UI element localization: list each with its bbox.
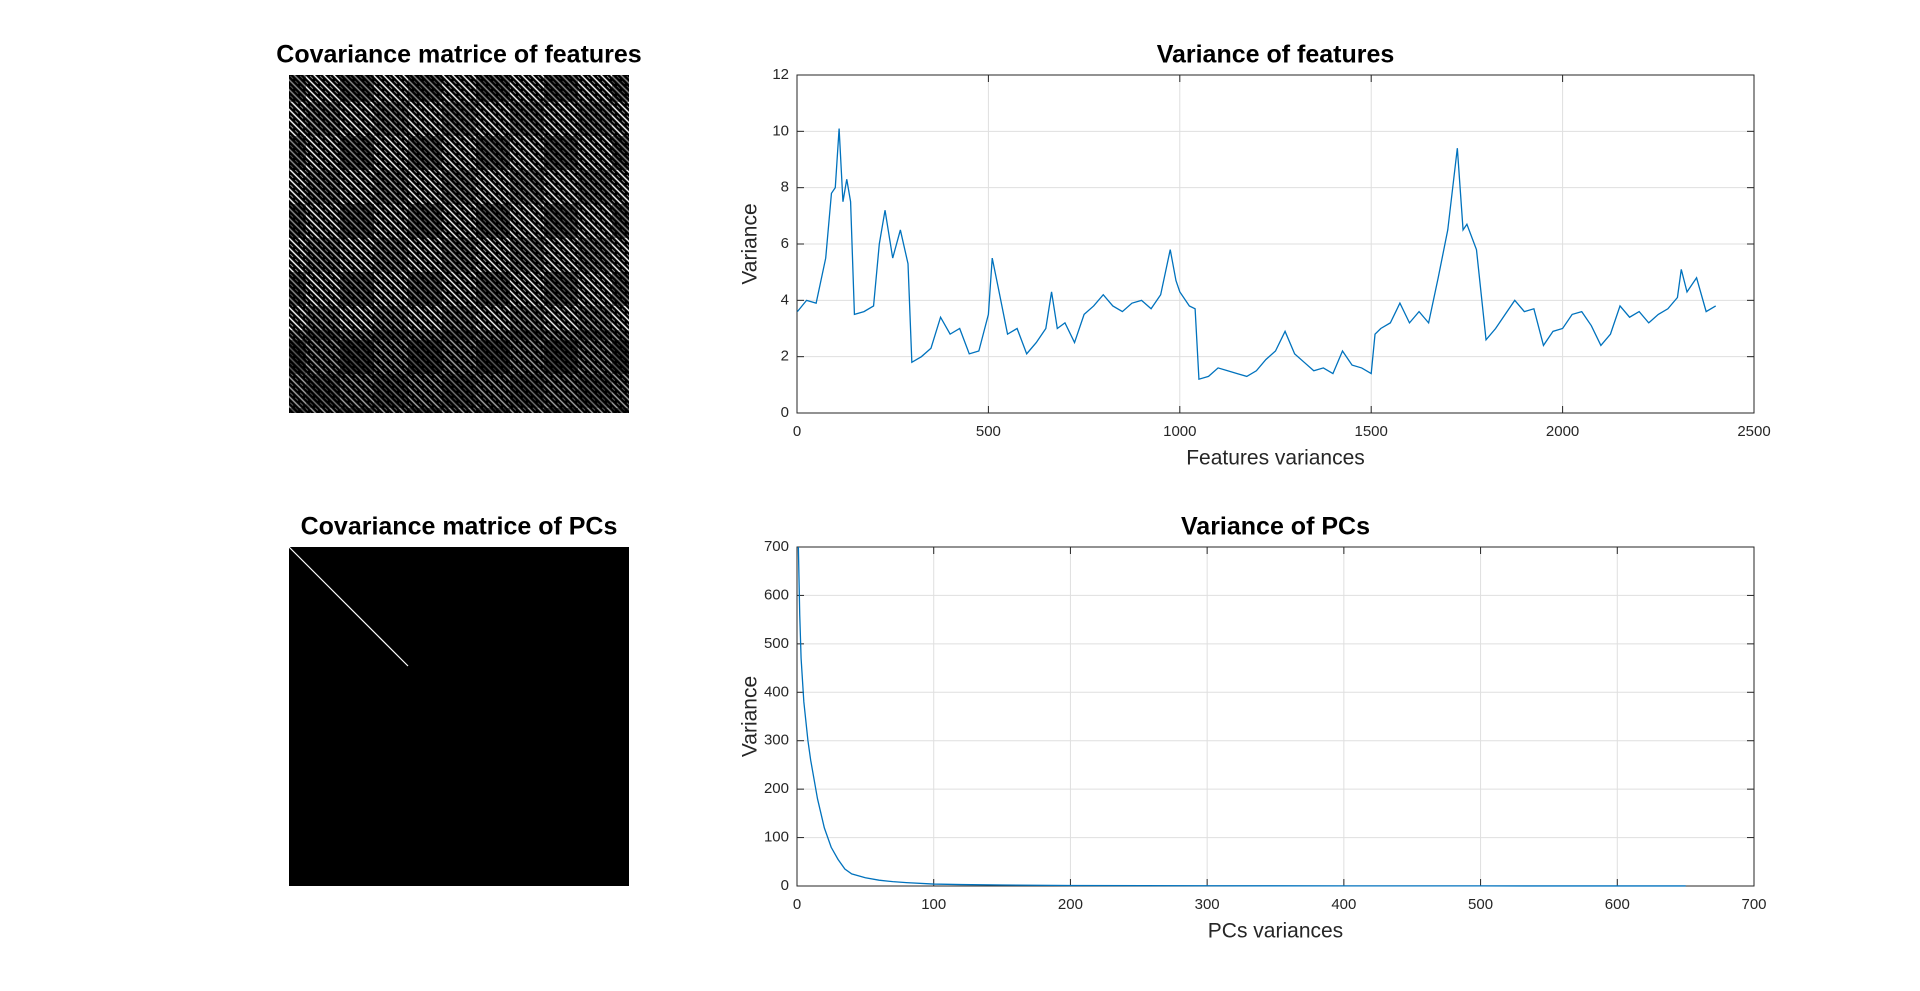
y-tick-label: 300 [764, 732, 789, 749]
chart-title: Variance of PCs [1181, 513, 1370, 541]
x-tick-label: 600 [1605, 896, 1630, 913]
y-tick-label: 4 [781, 291, 789, 308]
y-axis-label: Variance [739, 203, 762, 284]
data-line [797, 546, 1686, 887]
x-tick-label: 700 [1741, 896, 1766, 913]
x-tick-label: 0 [793, 896, 801, 913]
x-tick-label: 2500 [1737, 423, 1770, 440]
chart-title: Covariance matrice of features [276, 41, 641, 69]
y-tick-label: 400 [764, 683, 789, 700]
x-tick-label: 1000 [1163, 423, 1196, 440]
x-tick-label: 400 [1331, 896, 1356, 913]
x-tick-label: 300 [1195, 896, 1220, 913]
x-tick-label: 0 [793, 423, 801, 440]
y-tick-label: 200 [764, 780, 789, 797]
y-tick-label: 12 [772, 66, 789, 83]
x-axis-label: Features variances [1186, 447, 1365, 470]
plot-area [797, 547, 1754, 886]
x-tick-label: 2000 [1546, 423, 1579, 440]
x-tick-label: 1500 [1355, 423, 1388, 440]
y-tick-label: 10 [772, 122, 789, 139]
y-tick-label: 700 [764, 538, 789, 555]
x-tick-label: 500 [1468, 896, 1493, 913]
y-axis-label: Variance [739, 676, 762, 757]
y-tick-label: 2 [781, 348, 789, 365]
y-tick-label: 500 [764, 635, 789, 652]
axes-box [796, 74, 1755, 414]
y-tick-label: 0 [781, 877, 789, 894]
y-tick-label: 8 [781, 179, 789, 196]
chart-title: Covariance matrice of PCs [301, 513, 618, 541]
y-tick-label: 6 [781, 235, 789, 252]
x-tick-label: 500 [976, 423, 1001, 440]
data-line [796, 128, 1717, 381]
chart-title: Variance of features [1157, 41, 1395, 69]
covariance-features-image [289, 75, 629, 413]
x-axis-label: PCs variances [1208, 920, 1343, 943]
y-tick-label: 0 [781, 404, 789, 421]
x-tick-label: 200 [1058, 896, 1083, 913]
x-tick-label: 100 [921, 896, 946, 913]
covariance-pcs-image [288, 546, 629, 886]
y-tick-label: 600 [764, 586, 789, 603]
y-tick-label: 100 [764, 829, 789, 846]
